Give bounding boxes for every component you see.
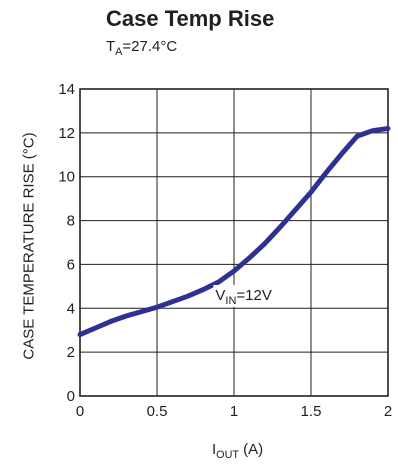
plot-frame [79,88,389,397]
chart-title: Case Temp Rise [106,6,275,31]
x-tick-label: 0.5 [147,403,168,420]
annotation-suffix: =12V [236,287,271,304]
grid [79,88,389,397]
y-tick-label: 8 [67,213,75,230]
annotation-label: VIN=12V [215,287,271,307]
annotation-subscript: IN [225,295,236,307]
y-axis-label: CASE TEMPERATURE RISE (°C) [20,132,38,360]
x-tick-label: 1.5 [301,403,322,420]
xlabel-prefix: I [212,441,217,458]
vin-annotation: VIN=12V [213,284,274,307]
subtitle-subscript: A [115,46,123,58]
y-tick-label: 4 [67,300,75,317]
x-axis-ticks: 0 0.5 1 1.5 2 [76,403,392,420]
y-tick-label: 6 [67,256,75,273]
chart-subtitle: TA=27.4°C [106,38,177,58]
annotation-prefix: V [215,287,225,304]
y-tick-label: 2 [67,344,75,361]
x-axis-label: IOUT (A) [212,441,263,461]
x-tick-label: 2 [384,403,392,420]
x-tick-label: 0 [76,403,84,420]
x-tick-label: 1 [230,403,238,420]
y-tick-label: 14 [58,81,75,98]
subtitle-prefix: T [106,38,116,55]
y-tick-label: 0 [67,388,75,405]
subtitle-suffix: =27.4°C [122,38,178,55]
series-line [77,126,391,338]
y-tick-label: 12 [58,125,75,142]
annotation-background [213,284,274,307]
y-axis-ticks: 0 2 4 6 8 10 12 14 [58,81,75,405]
xlabel-subscript: OUT [216,449,239,461]
xlabel-suffix: (A) [238,441,264,458]
y-tick-label: 10 [58,169,75,186]
